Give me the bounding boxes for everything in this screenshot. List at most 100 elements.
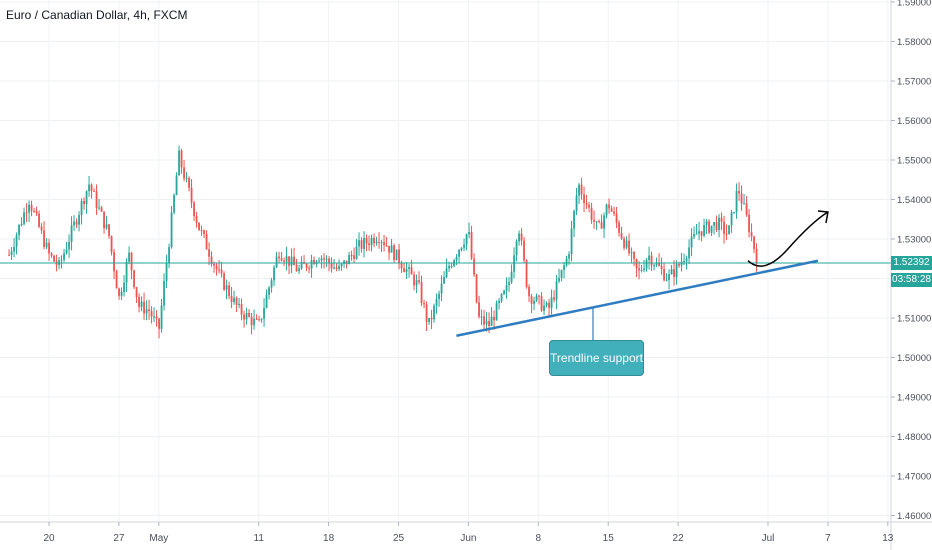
candle-down xyxy=(398,249,400,264)
candle-up xyxy=(260,318,263,320)
candle-down xyxy=(608,204,610,209)
candle-up xyxy=(505,285,508,291)
candle-up xyxy=(550,297,553,308)
candle-down xyxy=(425,304,428,322)
candle-down xyxy=(715,222,718,231)
candle-up xyxy=(668,274,670,280)
candle-up xyxy=(648,255,650,261)
symbol-name: Euro / Canadian Dollar xyxy=(6,8,127,22)
candle-up xyxy=(495,303,498,321)
price-tick-label: 1.54000 xyxy=(897,195,931,206)
candle-up xyxy=(685,258,688,262)
candle-down xyxy=(650,255,653,266)
candle-up xyxy=(395,249,398,261)
candle-up xyxy=(128,252,130,262)
candle-down xyxy=(385,245,388,247)
candle-down xyxy=(478,302,480,317)
candle-down xyxy=(115,271,118,289)
candle-down xyxy=(475,274,478,303)
candle-down xyxy=(330,263,333,269)
candle-up xyxy=(375,241,378,244)
candle-up xyxy=(710,225,713,233)
candle-up xyxy=(370,237,373,246)
time-tick-label: 13 xyxy=(882,533,894,544)
candle-down xyxy=(360,240,363,249)
candle-up xyxy=(160,305,163,329)
candle-up xyxy=(743,203,745,205)
candle-down xyxy=(210,256,213,264)
candle-down xyxy=(365,238,368,244)
candle-down xyxy=(218,269,220,271)
candle-up xyxy=(670,269,673,275)
callout-label: Trendline support xyxy=(550,351,643,365)
projection-arrow[interactable] xyxy=(747,211,829,267)
candle-up xyxy=(460,247,463,250)
trendline-callout[interactable]: Trendline support xyxy=(549,340,644,376)
candle-up xyxy=(338,266,340,270)
last-price-tag: 1.52392 xyxy=(891,256,932,271)
candle-down xyxy=(295,265,298,272)
time-tick-label: Jul xyxy=(762,533,775,544)
candle-down xyxy=(150,311,153,317)
candle-up xyxy=(268,287,270,295)
candle-down xyxy=(540,296,543,311)
candle-down xyxy=(628,240,630,254)
candle-down xyxy=(598,221,600,223)
candle-down xyxy=(623,238,625,248)
price-tick-label: 1.51000 xyxy=(897,314,931,325)
candle-up xyxy=(603,215,605,229)
trendline-support[interactable] xyxy=(456,259,819,337)
candle-up xyxy=(78,215,80,225)
candle-up xyxy=(63,253,65,260)
candle-down xyxy=(25,212,28,214)
price-tick-label: 1.58000 xyxy=(897,37,931,48)
candle-down xyxy=(413,274,415,286)
candle-up xyxy=(178,150,180,176)
candle-down xyxy=(553,297,555,300)
candle-down xyxy=(193,202,195,217)
candle-up xyxy=(480,316,483,318)
candle-up xyxy=(70,225,73,242)
price-tick-label: 1.59000 xyxy=(897,0,931,9)
candle-down xyxy=(600,222,603,229)
candle-down xyxy=(313,259,315,265)
candle-up xyxy=(88,184,90,192)
candle-up xyxy=(325,258,328,260)
candle-down xyxy=(108,224,110,237)
candle-up xyxy=(448,265,450,269)
candle-down xyxy=(208,249,210,257)
candle-down xyxy=(228,285,230,296)
candle-down xyxy=(323,258,325,260)
candle-down xyxy=(523,240,525,261)
candle-down xyxy=(143,301,145,314)
candle-up xyxy=(573,210,575,229)
candle-up xyxy=(18,224,20,236)
candle-down xyxy=(585,203,588,205)
candle-up xyxy=(560,269,563,278)
candle-up xyxy=(85,191,88,205)
candle-down xyxy=(345,260,348,265)
candle-down xyxy=(198,222,200,231)
candle-up xyxy=(728,225,730,235)
candle-up xyxy=(575,195,578,211)
candle-up xyxy=(123,282,125,293)
candle-down xyxy=(620,232,623,239)
candle-up xyxy=(390,245,393,253)
candle-down xyxy=(708,221,710,233)
time-axis[interactable]: 20 27 May 11 18 25 Jun 8 15 22 Jul 7 13 xyxy=(0,521,932,544)
candle-up xyxy=(578,184,580,196)
candle-down xyxy=(305,263,308,268)
candle-up xyxy=(165,263,168,282)
candle-down xyxy=(35,211,38,214)
candle-up xyxy=(358,240,360,247)
projection-arrowhead xyxy=(817,210,829,224)
candle-up xyxy=(485,320,488,325)
candle-up xyxy=(275,256,278,268)
candle-up xyxy=(458,249,460,257)
candle-up xyxy=(640,269,643,271)
candle-down xyxy=(350,255,353,257)
candle-up xyxy=(173,195,175,213)
candle-up xyxy=(125,261,128,283)
candle-up xyxy=(490,316,493,326)
